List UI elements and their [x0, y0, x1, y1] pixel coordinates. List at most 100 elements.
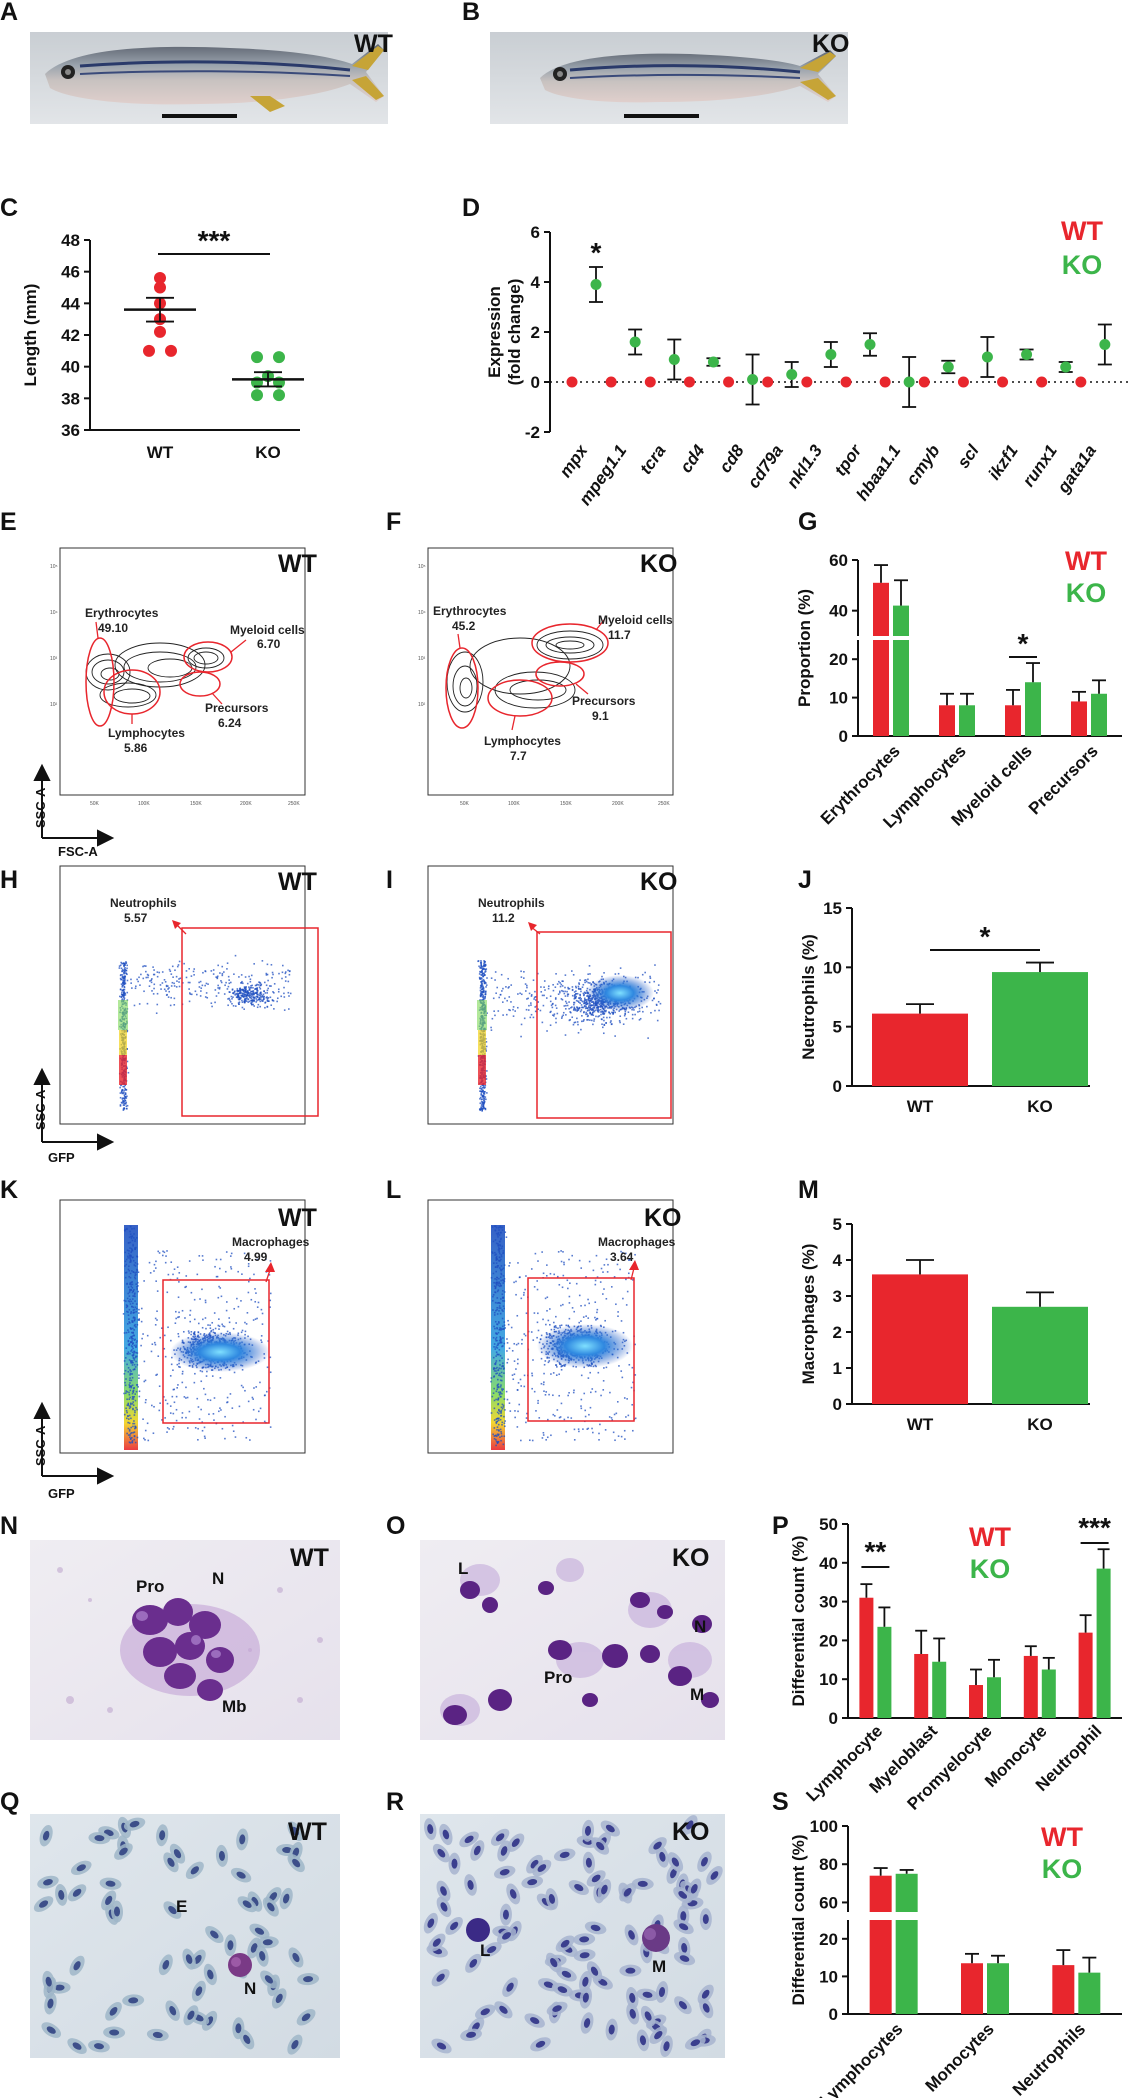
- d-xtick-label: nkl1.3: [783, 441, 827, 492]
- svg-text:50K: 50K: [460, 801, 470, 807]
- cell-label-q-2: N: [244, 1979, 256, 1998]
- axis-k-x: GFP: [48, 1486, 75, 1501]
- gate-f-4-name: Lymphocytes: [484, 734, 561, 748]
- chart-j: 0 5 10 15 Neutrophils (%) WT KO *: [799, 899, 1090, 1116]
- g-bar-wt-lower: [873, 640, 889, 736]
- svg-text:10⁴: 10⁴: [50, 610, 58, 616]
- panel-label-l: L: [386, 1176, 401, 1204]
- panel-label-q: Q: [0, 1788, 19, 1816]
- d-point-ko: [942, 361, 954, 373]
- cell-label-n-3: Mb: [222, 1697, 247, 1716]
- cell-label-n-1: Pro: [136, 1577, 164, 1596]
- d-ylabel-line2: (fold change): [505, 279, 524, 386]
- p-bar-wt: [1078, 1632, 1093, 1718]
- g-bar-ko-upper: [893, 605, 909, 636]
- d-xtick-label: mpx: [556, 440, 592, 481]
- d-xtick-label: cmyb: [903, 441, 944, 488]
- svg-text:10³: 10³: [418, 656, 426, 662]
- p-ytick-label: 10: [819, 1670, 838, 1689]
- d-point-wt: [762, 376, 774, 388]
- s-xtick-label: Neutrophils: [1009, 2019, 1089, 2098]
- m-ytick-label: 3: [833, 1287, 842, 1306]
- d-point-ko: [1060, 361, 1072, 373]
- c-ytick-label: 42: [61, 326, 80, 345]
- gate-e-4-value: 5.86: [124, 741, 148, 755]
- j-bar-wt: [872, 1013, 968, 1086]
- d-point-wt: [957, 376, 969, 388]
- tag-e: WT: [278, 550, 317, 578]
- g-bar-ko: [1025, 682, 1041, 736]
- histology-n: Pro N Mb: [30, 1540, 340, 1740]
- s-bar-ko-lower: [895, 1920, 918, 2014]
- fish-photo-ko: [490, 32, 848, 124]
- flow-plot-i: Neutrophils 11.2: [427, 865, 674, 1125]
- gate-f-2-value: 11.7: [608, 628, 631, 642]
- cell-label-o-3: Pro: [544, 1668, 572, 1687]
- axis-e-x: FSC-A: [58, 844, 98, 859]
- m-ytick-label: 2: [833, 1323, 842, 1342]
- cell-label-o-1: L: [458, 1559, 468, 1578]
- gate-f-1-name: Erythrocytes: [433, 604, 507, 618]
- p-bar-wt: [859, 1597, 874, 1718]
- d-point-wt: [997, 376, 1009, 388]
- m-ylabel: Macrophages (%): [799, 1244, 818, 1385]
- g-bar-wt-upper: [873, 582, 889, 636]
- svg-text:150K: 150K: [190, 801, 202, 807]
- g-bar-wt: [939, 705, 955, 736]
- d-point-ko: [1099, 339, 1111, 350]
- c-point-ko: [273, 351, 285, 364]
- panel-label-h: H: [0, 866, 18, 894]
- axis-h-x: GFP: [48, 1150, 75, 1165]
- c-ytick-label: 40: [61, 358, 80, 377]
- j-sig-star: *: [980, 921, 991, 952]
- c-point-ko: [273, 389, 285, 402]
- s-bar-ko: [1078, 1972, 1101, 2014]
- j-ytick-label: 0: [833, 1077, 842, 1096]
- s-ytick-label: 0: [829, 2005, 838, 2024]
- g-ytick-label: 20: [829, 650, 848, 669]
- j-xtick-label: WT: [907, 1097, 934, 1116]
- d-point-wt: [723, 376, 735, 388]
- c-point-wt: [143, 344, 155, 357]
- gate-f-4-value: 7.7: [510, 749, 527, 763]
- cell-label-r-1: L: [480, 1941, 490, 1960]
- c-ytick-label: 38: [61, 389, 80, 408]
- m-ytick-label: 1: [833, 1359, 842, 1378]
- p-sig-stars-2: ***: [1078, 1512, 1111, 1543]
- tag-h: WT: [278, 868, 317, 896]
- s-ytick-label: 80: [819, 1855, 838, 1874]
- p-bar-ko: [1096, 1568, 1111, 1718]
- p-ytick-label: 50: [819, 1515, 838, 1534]
- gate-l-value: 3.64: [610, 1250, 634, 1264]
- d-xtick-label: cd4: [676, 441, 709, 476]
- smear-r: L M: [420, 1814, 725, 2058]
- d-ylabel-line1: Expression: [485, 286, 504, 378]
- g-legend-ko: KO: [1066, 578, 1107, 608]
- c-point-wt: [154, 281, 166, 294]
- svg-text:10⁵: 10⁵: [418, 564, 426, 570]
- d-point-wt: [840, 376, 852, 388]
- g-ylabel: Proportion (%): [795, 589, 814, 707]
- tag-o: KO: [672, 1544, 710, 1572]
- d-point-ko: [825, 349, 837, 360]
- c-xtick-label: KO: [255, 443, 281, 462]
- tag-q: WT: [288, 1818, 327, 1846]
- s-bar-wt-lower: [869, 1920, 892, 2014]
- s-xtick-label: Lymphocytes: [816, 2019, 906, 2098]
- s-xtick-label: Monocytes: [922, 2019, 998, 2095]
- d-point-wt: [918, 376, 930, 388]
- g-ytick-label: 0: [839, 727, 848, 746]
- axis-k-y: SSC-A: [33, 1425, 48, 1466]
- svg-text:10⁴: 10⁴: [418, 610, 426, 616]
- g-bar-wt: [1071, 701, 1087, 736]
- fish-photo-wt: [30, 32, 388, 124]
- d-point-ko: [590, 279, 602, 290]
- d-point-wt: [605, 376, 617, 388]
- s-bar-wt: [1052, 1965, 1075, 2014]
- gate-k-name: Macrophages: [232, 1235, 310, 1249]
- m-bar-ko: [992, 1306, 1088, 1404]
- gate-e-3-value: 6.24: [218, 716, 242, 730]
- p-bar-wt: [969, 1685, 983, 1718]
